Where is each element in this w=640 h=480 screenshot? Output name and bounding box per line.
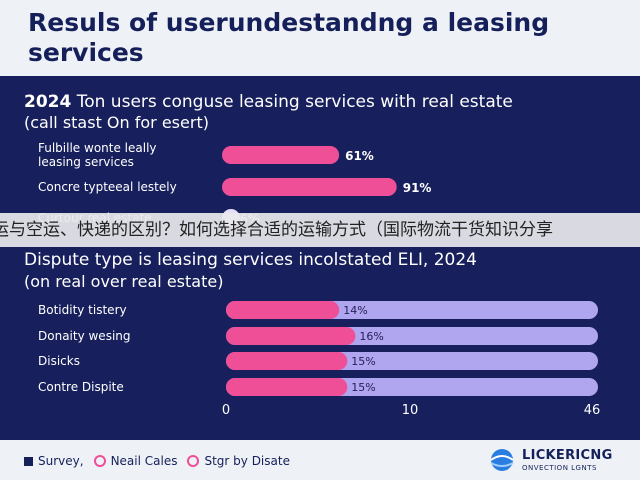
legend-label: Survey, bbox=[38, 454, 84, 468]
brand-tagline: ONVECTION LGNTS bbox=[522, 464, 597, 472]
chart1-title: 2024 Ton users conguse leasing services … bbox=[24, 92, 624, 113]
chart1-subtitle: (call stast On for esert) bbox=[24, 113, 209, 132]
page-title: Resuls of userundestandng a leasing serv… bbox=[28, 8, 550, 67]
chart1-bar bbox=[222, 146, 340, 164]
chart2-category-label: Disicks bbox=[38, 354, 80, 368]
chart2-bar bbox=[226, 352, 348, 370]
chart2-bar bbox=[226, 301, 340, 319]
chart2-data-label: 15% bbox=[351, 381, 375, 394]
chart1-category-label: Concre typteeal lestely bbox=[38, 180, 177, 194]
chart1-title-year: 2024 bbox=[24, 92, 72, 112]
chart2-category-label: Donaity wesing bbox=[38, 329, 131, 343]
chart2-bar bbox=[226, 327, 356, 345]
chart2-data-label: 16% bbox=[359, 330, 383, 343]
chart2-data-label: 14% bbox=[343, 304, 367, 317]
chart2-subtitle: (on real over real estate) bbox=[24, 272, 224, 291]
legend-item-neail-cales: Neail Cales bbox=[93, 454, 178, 468]
brand-logo: LICKERICNG ONVECTION LGNTS bbox=[488, 446, 628, 474]
chart2-category-label: Botidity tistery bbox=[38, 303, 127, 317]
chart-legend: Survey, Neail Cales Stgr by Disate bbox=[24, 450, 300, 472]
chart2-plot: Botidity tistery 14% Donaity wesing 16% Disi… bbox=[38, 301, 600, 418]
chart2-title: Dispute type is leasing services incolst… bbox=[24, 250, 477, 270]
chart2-data-label: 15% bbox=[351, 355, 375, 368]
header: Resuls of userundestandng a leasing serv… bbox=[0, 0, 640, 76]
chart2-tick-label: 46 bbox=[584, 403, 601, 418]
ring-icon bbox=[187, 455, 200, 467]
ring-icon bbox=[93, 455, 106, 467]
legend-item-stgr-by-disate: Stgr by Disate bbox=[187, 454, 290, 468]
chart1-category-label-line: leasing services bbox=[38, 155, 134, 169]
chart1-data-label: 91% bbox=[403, 181, 432, 195]
chart2-category-label: Contre Dispite bbox=[38, 380, 124, 394]
chart1-data-label: 61% bbox=[345, 149, 374, 163]
chart2-bar bbox=[226, 378, 348, 396]
overlay-banner-text: 运与空运、快递的区别？如何选择合适的运输方式（国际物流干货知识分享 bbox=[0, 220, 553, 240]
chart2-tick-label: 0 bbox=[222, 403, 230, 418]
legend-item-survey: Survey, bbox=[24, 454, 84, 468]
chart1-bar bbox=[222, 178, 397, 196]
legend-label: Stgr by Disate bbox=[204, 454, 290, 468]
footer bbox=[0, 440, 640, 480]
chart2-tick-label: 10 bbox=[402, 403, 419, 418]
globe-icon bbox=[490, 449, 514, 471]
chart1-title-text: Ton users conguse leasing services with … bbox=[76, 92, 513, 112]
chart1-category-label-line: Fulbille wonte leally bbox=[38, 141, 157, 155]
chart1-category-label: Fulbille wonte leally leasing services bbox=[38, 141, 157, 169]
chart-canvas: Fulbille wonte leally leasing services 61%… bbox=[38, 141, 600, 418]
overlay-banner: 运与空运、快递的区别？如何选择合适的运输方式（国际物流干货知识分享 bbox=[0, 213, 640, 247]
square-icon bbox=[24, 456, 33, 466]
legend-label: Neail Cales bbox=[110, 454, 178, 468]
brand-name: LICKERICNG bbox=[522, 448, 613, 463]
